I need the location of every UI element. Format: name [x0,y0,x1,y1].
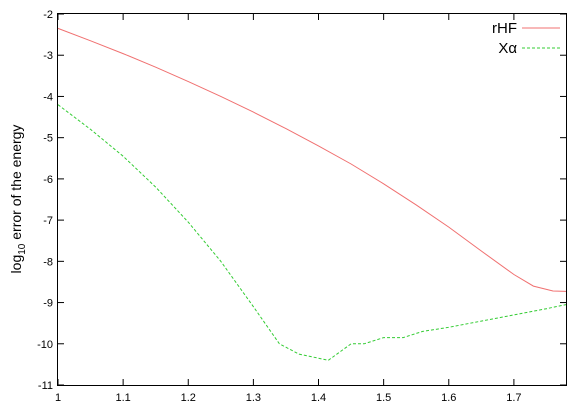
y-tick-label: -3 [43,50,53,62]
y-tick-label: -4 [43,91,53,103]
y-tick-label: -6 [43,174,53,186]
series-layer [57,27,567,361]
y-tick-label: -2 [43,9,53,21]
x-tick-label: 1.1 [115,392,130,404]
series-line-xalpha [57,104,567,361]
plot-frame [57,13,567,386]
x-tick-label: 1 [55,392,61,404]
y-tick-label: -8 [43,256,53,268]
series-line-rhf [57,27,567,292]
legend-label: Xα [498,40,517,57]
legend: rHF Xα [492,20,560,57]
x-axis: 1 1.1 1.2 1.3 1.4 1.5 1.6 1.7 [55,14,522,404]
x-tick-label: 1.7 [506,392,521,404]
y-tick-label: -11 [38,380,53,392]
y-axis: -2 -3 -4 -5 -6 -7 -8 -9 -10 -11 [37,9,566,392]
y-tick-label: -9 [43,298,53,310]
x-tick-label: 1.3 [246,392,261,404]
y-tick-label: -10 [37,339,53,351]
y-axis-label: log10 error of the energy [8,125,28,274]
y-tick-label: -7 [43,215,53,227]
x-tick-label: 1.5 [376,392,391,404]
y-tick-label: -5 [43,133,53,145]
x-tick-label: 1.2 [181,392,196,404]
legend-label: rHF [492,20,517,37]
x-tick-label: 1.4 [311,392,326,404]
x-tick-label: 1.6 [441,392,456,404]
